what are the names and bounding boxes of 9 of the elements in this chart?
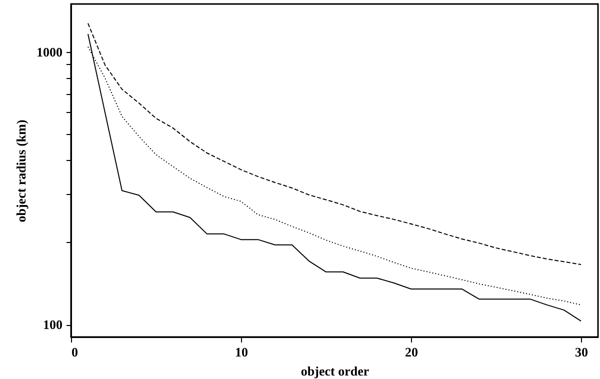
x-tick-label: 30 bbox=[575, 344, 588, 360]
x-axis-title: object order bbox=[300, 364, 370, 378]
line-series bbox=[88, 22, 582, 266]
x-tick-label: 10 bbox=[235, 344, 248, 360]
x-tick-label: 0 bbox=[72, 344, 78, 360]
x-tick-label: 20 bbox=[405, 344, 418, 360]
y-tick-label: 100 bbox=[43, 317, 62, 332]
y-tick-label: 1000 bbox=[36, 44, 62, 60]
y-axis-title: object radius (km) bbox=[14, 120, 28, 222]
